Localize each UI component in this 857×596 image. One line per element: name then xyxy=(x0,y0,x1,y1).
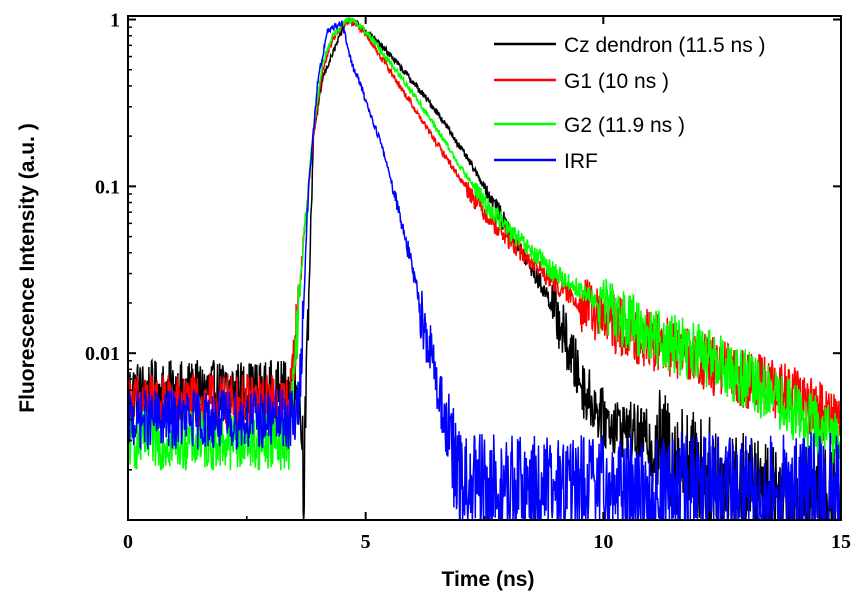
legend-label: G2 (11.9 ns ) xyxy=(564,114,685,137)
y-tick-label: 0.01 xyxy=(85,343,120,365)
x-tick-label: 15 xyxy=(831,531,851,553)
x-tick-label: 0 xyxy=(123,531,133,553)
y-axis-title: Fluorescence Intensity (a.u. ) xyxy=(16,123,39,412)
series-line-irf xyxy=(127,20,842,521)
y-tick-label: 1 xyxy=(110,10,120,32)
legend-label: IRF xyxy=(564,150,598,173)
x-tick-label: 10 xyxy=(593,531,613,553)
y-tick-label: 0.1 xyxy=(95,176,120,198)
axis-layer: 0 5 10 15 0.01 0.1 1 xyxy=(85,10,851,553)
x-axis-title: Time (ns) xyxy=(442,568,535,591)
series-layer xyxy=(127,16,842,522)
x-tick-label: 5 xyxy=(361,531,371,553)
legend-label: G1 (10 ns ) xyxy=(564,70,669,93)
legend-label: Cz dendron (11.5 ns ) xyxy=(564,34,766,57)
legend: Cz dendron (11.5 ns ) G1 (10 ns ) G2 (11.9… xyxy=(494,34,766,173)
